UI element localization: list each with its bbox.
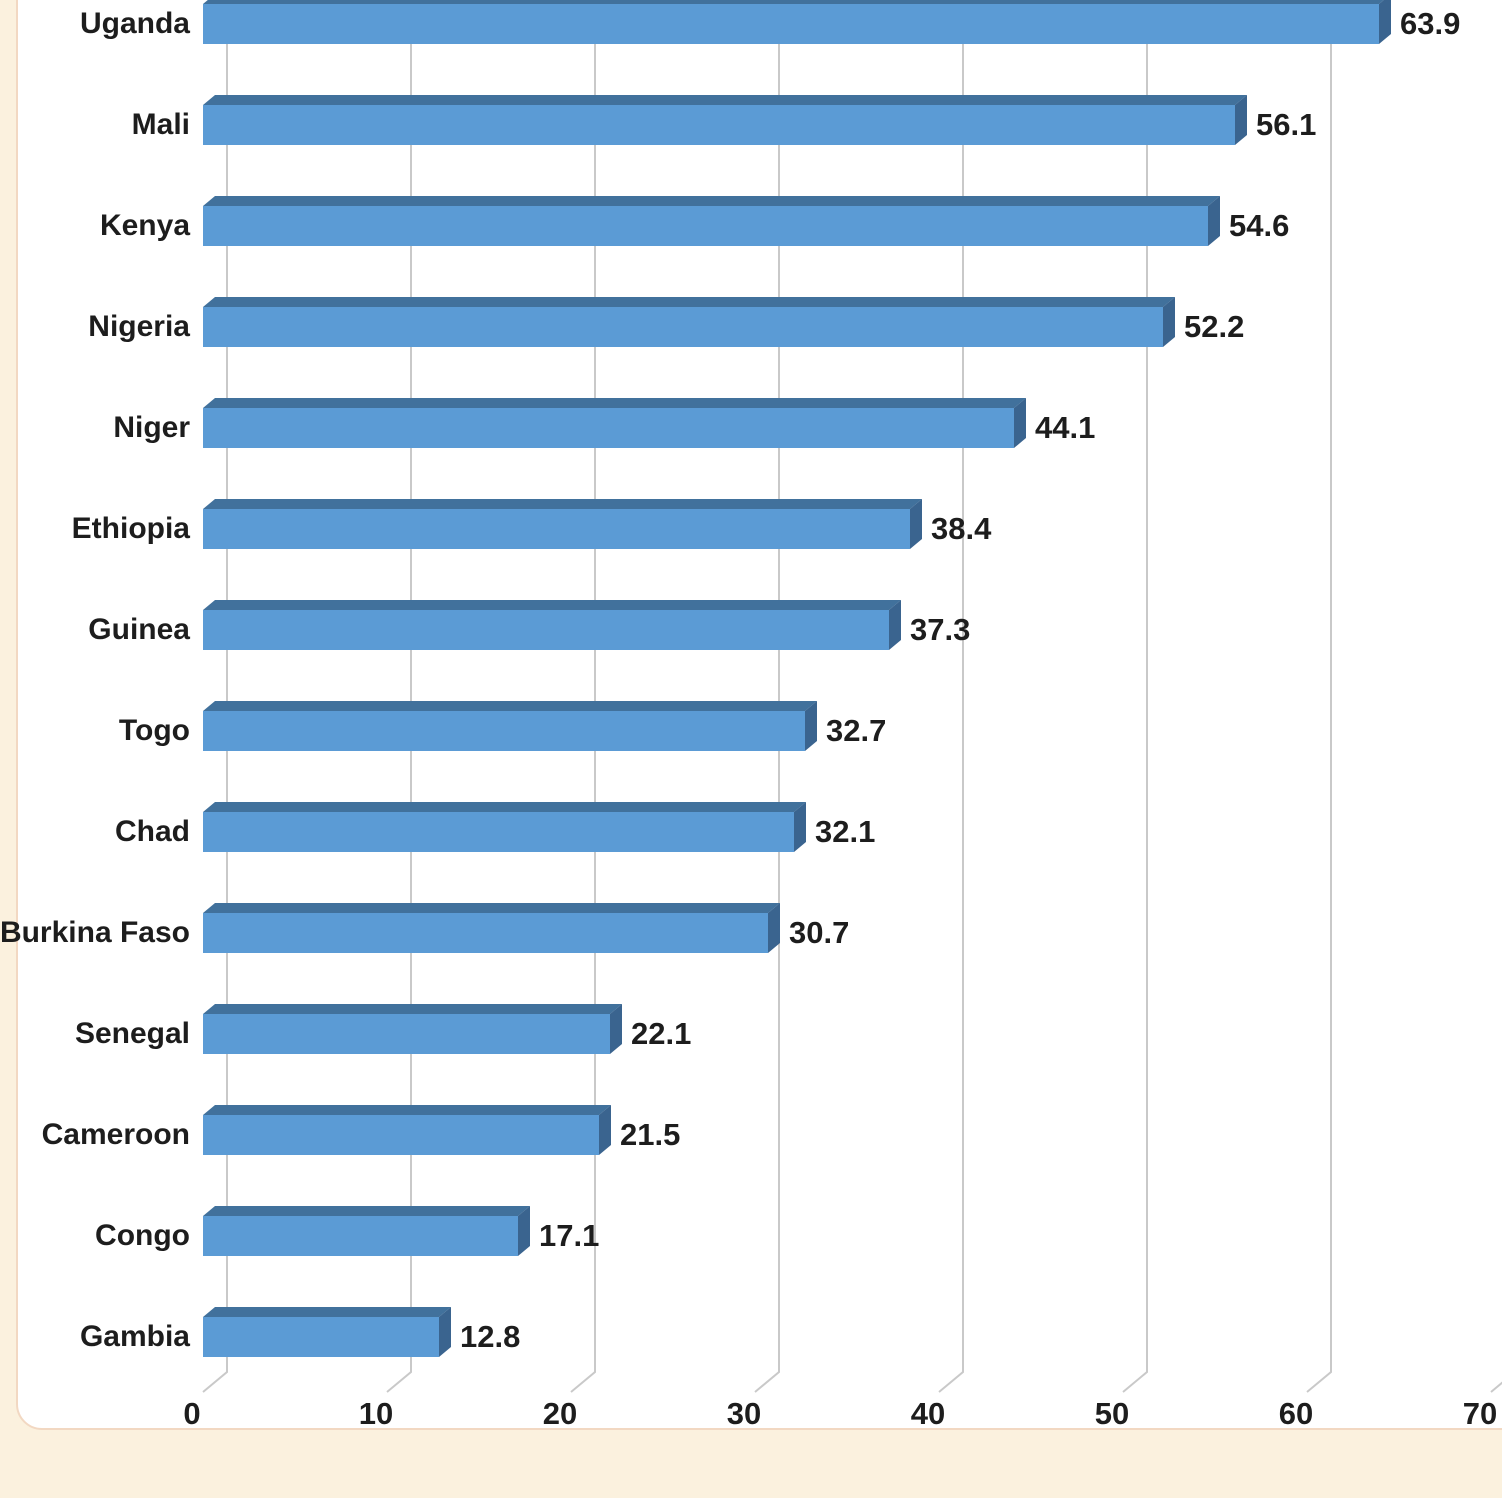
category-label-congo: Congo	[95, 1219, 190, 1252]
x-tick-label-0: 0	[183, 1396, 201, 1431]
category-label-chad: Chad	[115, 815, 190, 848]
category-label-uganda: Uganda	[79, 7, 190, 40]
x-tick-label-60: 60	[1278, 1396, 1314, 1431]
category-label-niger: Niger	[113, 411, 190, 444]
x-tick-label-20: 20	[542, 1396, 578, 1431]
x-tick-label-10: 10	[358, 1396, 394, 1431]
x-tick-label-40: 40	[910, 1396, 946, 1431]
category-label-ethiopia: Ethiopia	[71, 512, 190, 545]
category-label-kenya: Kenya	[99, 209, 190, 242]
category-label-togo: Togo	[118, 714, 190, 747]
category-label-nigeria: Nigeria	[88, 310, 190, 343]
category-label-gambia: Gambia	[79, 1320, 190, 1353]
category-label-burkina-faso: Burkina Faso	[0, 916, 190, 949]
category-label-guinea: Guinea	[88, 613, 190, 646]
category-label-senegal: Senegal	[74, 1017, 190, 1050]
category-label-cameroon: Cameroon	[41, 1118, 190, 1151]
x-tick-label-50: 50	[1094, 1396, 1130, 1431]
category-label-mali: Mali	[131, 108, 190, 141]
x-tick-label-70: 70	[1462, 1396, 1498, 1431]
x-tick-label-30: 30	[726, 1396, 762, 1431]
